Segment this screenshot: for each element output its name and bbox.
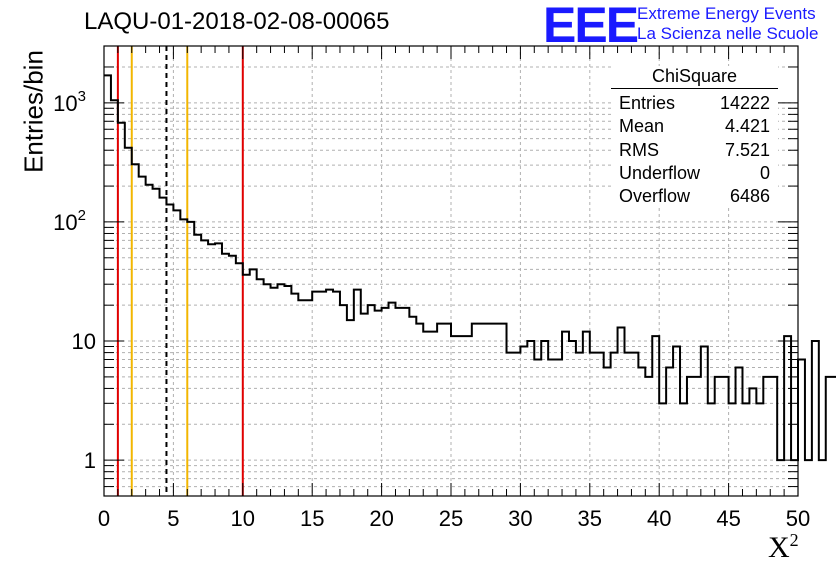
x-axis-label: X2 bbox=[768, 530, 799, 565]
stats-box: ChiSquare Entries 14222 Mean 4.421 RMS 7… bbox=[611, 66, 778, 209]
x-axis-label-exponent: 2 bbox=[789, 530, 799, 550]
stats-label: Overflow bbox=[619, 186, 691, 207]
stats-value: 4.421 bbox=[724, 116, 770, 137]
x-tick-label: 50 bbox=[786, 506, 810, 531]
x-tick-label: 10 bbox=[231, 506, 255, 531]
x-tick-label: 20 bbox=[369, 506, 393, 531]
eee-logo: EEE bbox=[543, 0, 639, 53]
stats-label: Entries bbox=[619, 93, 676, 113]
stats-value: 0 bbox=[759, 162, 770, 183]
stats-label: Mean bbox=[619, 116, 665, 137]
stats-label: RMS bbox=[619, 139, 659, 160]
logo-line-1: Extreme Energy Events bbox=[637, 4, 816, 23]
stats-label: Underflow bbox=[619, 162, 701, 183]
stats-value: 7.521 bbox=[724, 139, 770, 160]
stats-row-rms: RMS 7.521 bbox=[611, 139, 778, 162]
y-tick-label: 1 bbox=[84, 448, 96, 473]
stats-row-mean: Mean 4.421 bbox=[611, 115, 778, 138]
y-tick-exponent: 3 bbox=[78, 88, 86, 105]
chart-title: LAQU-01-2018-02-08-00065 bbox=[84, 8, 390, 35]
y-axis-label: Entries/bin bbox=[18, 50, 49, 173]
x-tick-label: 35 bbox=[578, 506, 602, 531]
x-tick-label: 25 bbox=[439, 506, 463, 531]
stats-row-entries: Entries 14222 bbox=[611, 92, 778, 115]
stats-value: 6486 bbox=[729, 186, 770, 207]
stats-row-overflow: Overflow 6486 bbox=[611, 185, 778, 208]
x-tick-label: 15 bbox=[300, 506, 324, 531]
y-tick-label: 103 bbox=[53, 88, 86, 116]
x-tick-label: 40 bbox=[647, 506, 671, 531]
x-tick-label: 0 bbox=[98, 506, 110, 531]
x-tick-label: 5 bbox=[167, 506, 179, 531]
x-tick-label: 45 bbox=[716, 506, 740, 531]
logo-line-2: La Scienza nelle Scuole bbox=[637, 24, 819, 43]
y-tick-label: 10 bbox=[72, 329, 96, 354]
stats-box-title: ChiSquare bbox=[611, 66, 778, 89]
y-tick-exponent: 2 bbox=[78, 207, 86, 224]
stats-row-underflow: Underflow 0 bbox=[611, 162, 778, 185]
y-tick-label: 102 bbox=[53, 207, 86, 235]
x-tick-label: 30 bbox=[508, 506, 532, 531]
stats-value: 14222 bbox=[719, 93, 770, 113]
x-axis-label-text: X bbox=[768, 531, 790, 564]
